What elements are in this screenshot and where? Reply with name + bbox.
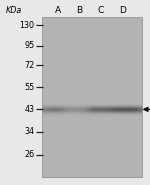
Bar xyxy=(42,17,142,177)
Text: 130: 130 xyxy=(20,21,35,30)
Text: B: B xyxy=(76,6,82,15)
Text: C: C xyxy=(98,6,104,15)
Text: 55: 55 xyxy=(24,83,35,92)
Text: KDa: KDa xyxy=(6,6,22,15)
Text: D: D xyxy=(119,6,126,15)
Text: 72: 72 xyxy=(24,61,35,70)
Text: 95: 95 xyxy=(24,41,35,50)
Text: 26: 26 xyxy=(24,150,35,159)
Text: A: A xyxy=(55,6,61,15)
Text: 43: 43 xyxy=(25,105,35,114)
Bar xyxy=(42,17,142,177)
Text: 34: 34 xyxy=(25,127,35,137)
